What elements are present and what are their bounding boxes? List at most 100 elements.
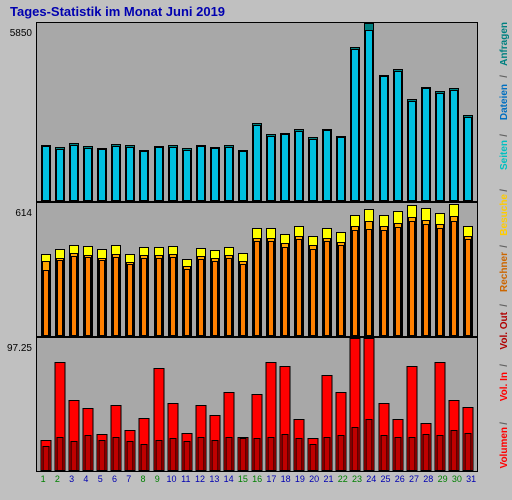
day-column (377, 338, 391, 471)
day-column (278, 203, 292, 336)
day-column (306, 23, 320, 201)
x-tick: 19 (293, 474, 307, 484)
x-tick: 20 (307, 474, 321, 484)
day-column (419, 23, 433, 201)
day-column (264, 203, 278, 336)
x-tick: 6 (107, 474, 121, 484)
day-column (194, 338, 208, 471)
x-tick: 30 (450, 474, 464, 484)
x-tick: 27 (407, 474, 421, 484)
legend-rechner: Rechner (499, 252, 510, 292)
day-column (166, 23, 180, 201)
day-column (306, 338, 320, 471)
day-column (53, 23, 67, 201)
day-column (39, 203, 53, 336)
day-column (391, 203, 405, 336)
day-column (180, 23, 194, 201)
day-column (39, 338, 53, 471)
day-column (348, 338, 362, 471)
x-tick: 4 (79, 474, 93, 484)
legend-volout: Vol. Out (499, 312, 510, 350)
day-column (433, 23, 447, 201)
x-tick: 9 (150, 474, 164, 484)
x-tick: 1 (36, 474, 50, 484)
day-column (320, 203, 334, 336)
legend: Anfragen/Dateien/Seiten/Besuche/Rechner/… (480, 22, 510, 472)
day-column (391, 338, 405, 471)
day-column (95, 203, 109, 336)
day-column (362, 338, 376, 471)
day-column (95, 338, 109, 471)
day-column (264, 338, 278, 471)
x-tick: 22 (336, 474, 350, 484)
day-column (152, 23, 166, 201)
x-tick: 29 (435, 474, 449, 484)
legend-volin: Vol. In (499, 372, 510, 401)
x-tick: 13 (207, 474, 221, 484)
x-tick: 26 (393, 474, 407, 484)
day-column (81, 23, 95, 201)
panel-pages-visits-hosts (36, 202, 478, 337)
day-column (334, 338, 348, 471)
day-column (236, 338, 250, 471)
day-column (362, 23, 376, 201)
x-tick: 18 (279, 474, 293, 484)
day-column (137, 338, 151, 471)
day-column (67, 203, 81, 336)
x-tick: 15 (236, 474, 250, 484)
x-tick: 8 (136, 474, 150, 484)
x-tick: 21 (321, 474, 335, 484)
x-tick: 2 (50, 474, 64, 484)
day-column (152, 203, 166, 336)
x-tick: 14 (221, 474, 235, 484)
day-column (137, 23, 151, 201)
day-column (194, 203, 208, 336)
day-column (292, 203, 306, 336)
y-label-mid: 614 (2, 208, 32, 219)
day-column (180, 338, 194, 471)
day-column (405, 23, 419, 201)
x-tick: 3 (65, 474, 79, 484)
panel-requests-files (36, 22, 478, 202)
day-column (39, 23, 53, 201)
day-column (137, 203, 151, 336)
day-column (53, 338, 67, 471)
day-column (419, 338, 433, 471)
legend-dateien: Dateien (499, 84, 510, 120)
day-column (67, 23, 81, 201)
x-tick: 25 (378, 474, 392, 484)
x-tick: 23 (350, 474, 364, 484)
day-column (109, 23, 123, 201)
day-column (433, 338, 447, 471)
day-column (320, 338, 334, 471)
day-column (334, 203, 348, 336)
day-column (447, 203, 461, 336)
day-column (461, 23, 475, 201)
day-column (53, 203, 67, 336)
day-column (81, 203, 95, 336)
legend-volumen: Volumen (499, 427, 510, 468)
day-column (391, 23, 405, 201)
x-tick: 12 (193, 474, 207, 484)
day-column (109, 203, 123, 336)
day-column (377, 203, 391, 336)
stats-chart: Tages-Statistik im Monat Juni 2019 5850 … (0, 0, 512, 500)
day-column (348, 23, 362, 201)
day-column (264, 23, 278, 201)
day-column (292, 338, 306, 471)
day-column (222, 203, 236, 336)
x-tick: 31 (464, 474, 478, 484)
day-column (433, 203, 447, 336)
day-column (320, 23, 334, 201)
x-tick: 17 (264, 474, 278, 484)
day-column (208, 203, 222, 336)
legend-seiten: Seiten (499, 140, 510, 170)
day-column (152, 338, 166, 471)
y-label-bot: 97.25 (2, 343, 32, 354)
day-column (81, 338, 95, 471)
legend-anfragen: Anfragen (499, 22, 510, 66)
legend-besuche: Besuche (499, 194, 510, 236)
chart-title: Tages-Statistik im Monat Juni 2019 (10, 4, 225, 19)
x-tick: 28 (421, 474, 435, 484)
day-column (67, 338, 81, 471)
